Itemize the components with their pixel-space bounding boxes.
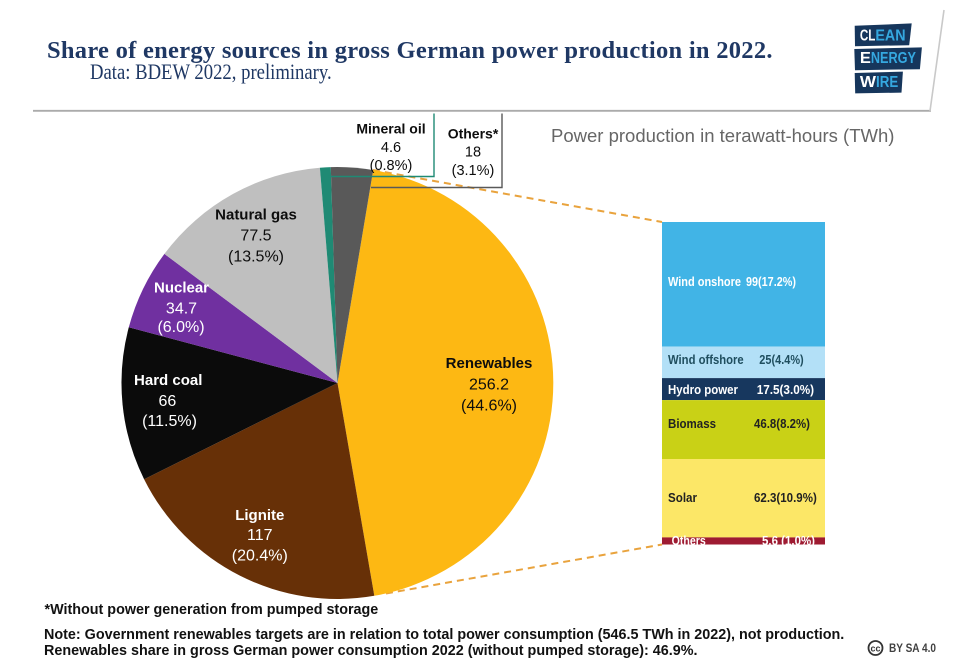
svg-text:Others*: Others* bbox=[448, 126, 499, 142]
svg-text:Others: Others bbox=[672, 534, 706, 548]
svg-text:66: 66 bbox=[159, 393, 177, 410]
svg-text:17.5(3.0%): 17.5(3.0%) bbox=[757, 383, 814, 397]
svg-text:46.8(8.2%): 46.8(8.2%) bbox=[754, 417, 810, 431]
svg-text:Hydro power: Hydro power bbox=[668, 383, 738, 397]
svg-text:(6.0%): (6.0%) bbox=[157, 319, 204, 336]
svg-text:EAN: EAN bbox=[875, 27, 905, 44]
svg-text:W: W bbox=[860, 74, 877, 91]
svg-text:18: 18 bbox=[465, 145, 481, 161]
svg-text:(13.5%): (13.5%) bbox=[228, 249, 284, 266]
svg-text:CL: CL bbox=[860, 27, 876, 44]
svg-text:62.3(10.9%): 62.3(10.9%) bbox=[754, 491, 817, 505]
svg-text:(0.8%): (0.8%) bbox=[370, 158, 413, 174]
svg-text:Nuclear: Nuclear bbox=[154, 279, 209, 296]
svg-text:cc: cc bbox=[870, 644, 880, 654]
svg-text:5.6 (1.0%): 5.6 (1.0%) bbox=[762, 534, 815, 548]
svg-text:117: 117 bbox=[247, 527, 273, 544]
svg-text:E: E bbox=[860, 50, 871, 67]
svg-text:Renewables: Renewables bbox=[446, 355, 533, 372]
svg-text:77.5: 77.5 bbox=[240, 228, 271, 245]
svg-text:IRE: IRE bbox=[876, 74, 898, 91]
svg-text:25(4.4%): 25(4.4%) bbox=[759, 353, 803, 367]
svg-text:Wind offshore: Wind offshore bbox=[668, 353, 744, 367]
svg-text:4.6: 4.6 bbox=[381, 140, 401, 156]
svg-text:(3.1%): (3.1%) bbox=[452, 163, 495, 179]
svg-text:(44.6%): (44.6%) bbox=[461, 397, 517, 414]
svg-text:(11.5%): (11.5%) bbox=[142, 413, 197, 430]
svg-text:BY SA 4.0: BY SA 4.0 bbox=[889, 643, 936, 655]
svg-text:Biomass: Biomass bbox=[668, 417, 716, 431]
svg-text:NERGY: NERGY bbox=[871, 50, 916, 67]
svg-text:Mineral oil: Mineral oil bbox=[356, 121, 425, 137]
svg-text:256.2: 256.2 bbox=[469, 377, 509, 394]
svg-text:34.7: 34.7 bbox=[166, 301, 197, 318]
svg-text:(20.4%): (20.4%) bbox=[232, 547, 288, 564]
svg-text:Hard coal: Hard coal bbox=[134, 372, 202, 389]
svg-text:Natural gas: Natural gas bbox=[215, 207, 297, 224]
svg-text:99(17.2%): 99(17.2%) bbox=[746, 275, 796, 289]
svg-text:Wind onshore: Wind onshore bbox=[668, 275, 741, 289]
svg-text:Solar: Solar bbox=[668, 491, 697, 505]
svg-text:Lignite: Lignite bbox=[235, 507, 284, 524]
